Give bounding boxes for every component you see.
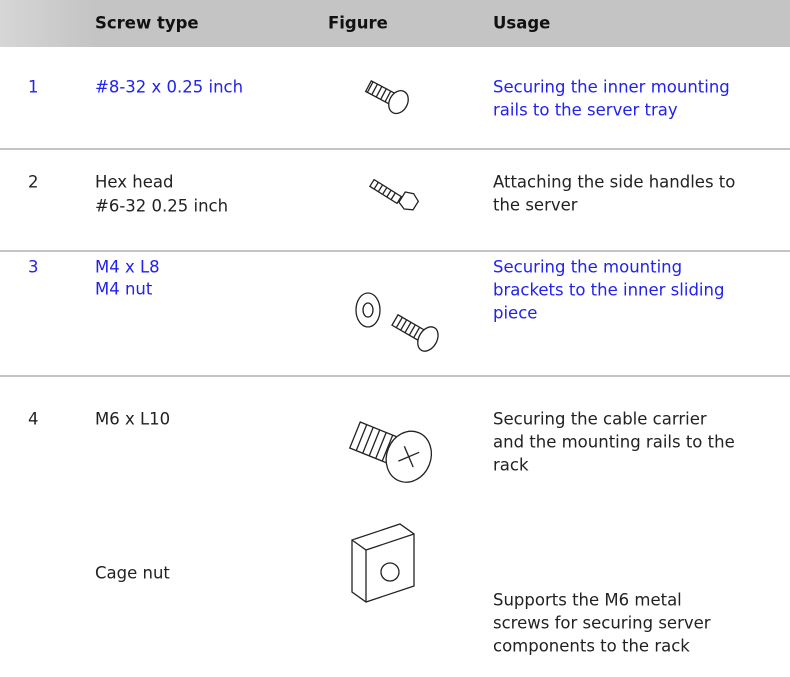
screw-type: M4 nut	[95, 280, 153, 299]
usage: Securing the inner mounting	[493, 78, 730, 97]
usage: Securing the mounting	[493, 258, 682, 277]
m4-figure	[355, 292, 439, 352]
row-number: 1	[28, 78, 39, 97]
m6-figure	[348, 421, 433, 483]
screw-type: Hex head	[95, 173, 173, 192]
usage: brackets to the inner sliding	[493, 281, 724, 300]
row-number: 4	[28, 410, 39, 429]
screw-type: #8-32 x 0.25 inch	[95, 78, 243, 97]
header-band	[0, 0, 790, 47]
header-cell: Screw type	[95, 14, 199, 33]
usage: Supports the M6 metal	[493, 591, 682, 610]
usage: the server	[493, 196, 578, 215]
header-cell: Figure	[328, 14, 388, 33]
usage: piece	[493, 304, 537, 323]
usage: components to the rack	[493, 637, 690, 656]
screw-type: M6 x L10	[95, 410, 170, 429]
usage: rack	[493, 456, 529, 475]
row-number: 3	[28, 258, 39, 277]
usage: Attaching the side handles to	[493, 173, 735, 192]
header-cell: Usage	[493, 14, 550, 33]
screw-type: M4 x L8	[95, 258, 160, 277]
hex-screw-figure	[368, 178, 420, 211]
usage: Securing the cable carrier	[493, 410, 707, 429]
usage: screws for securing server	[493, 614, 711, 633]
cage-nut-figure	[351, 523, 415, 603]
row-number: 2	[28, 173, 39, 192]
screw-figure	[364, 79, 409, 115]
usage: rails to the server tray	[493, 101, 678, 120]
screw-type: #6-32 0.25 inch	[95, 197, 228, 216]
usage: and the mounting rails to the	[493, 433, 735, 452]
screw-type: Cage nut	[95, 564, 170, 583]
